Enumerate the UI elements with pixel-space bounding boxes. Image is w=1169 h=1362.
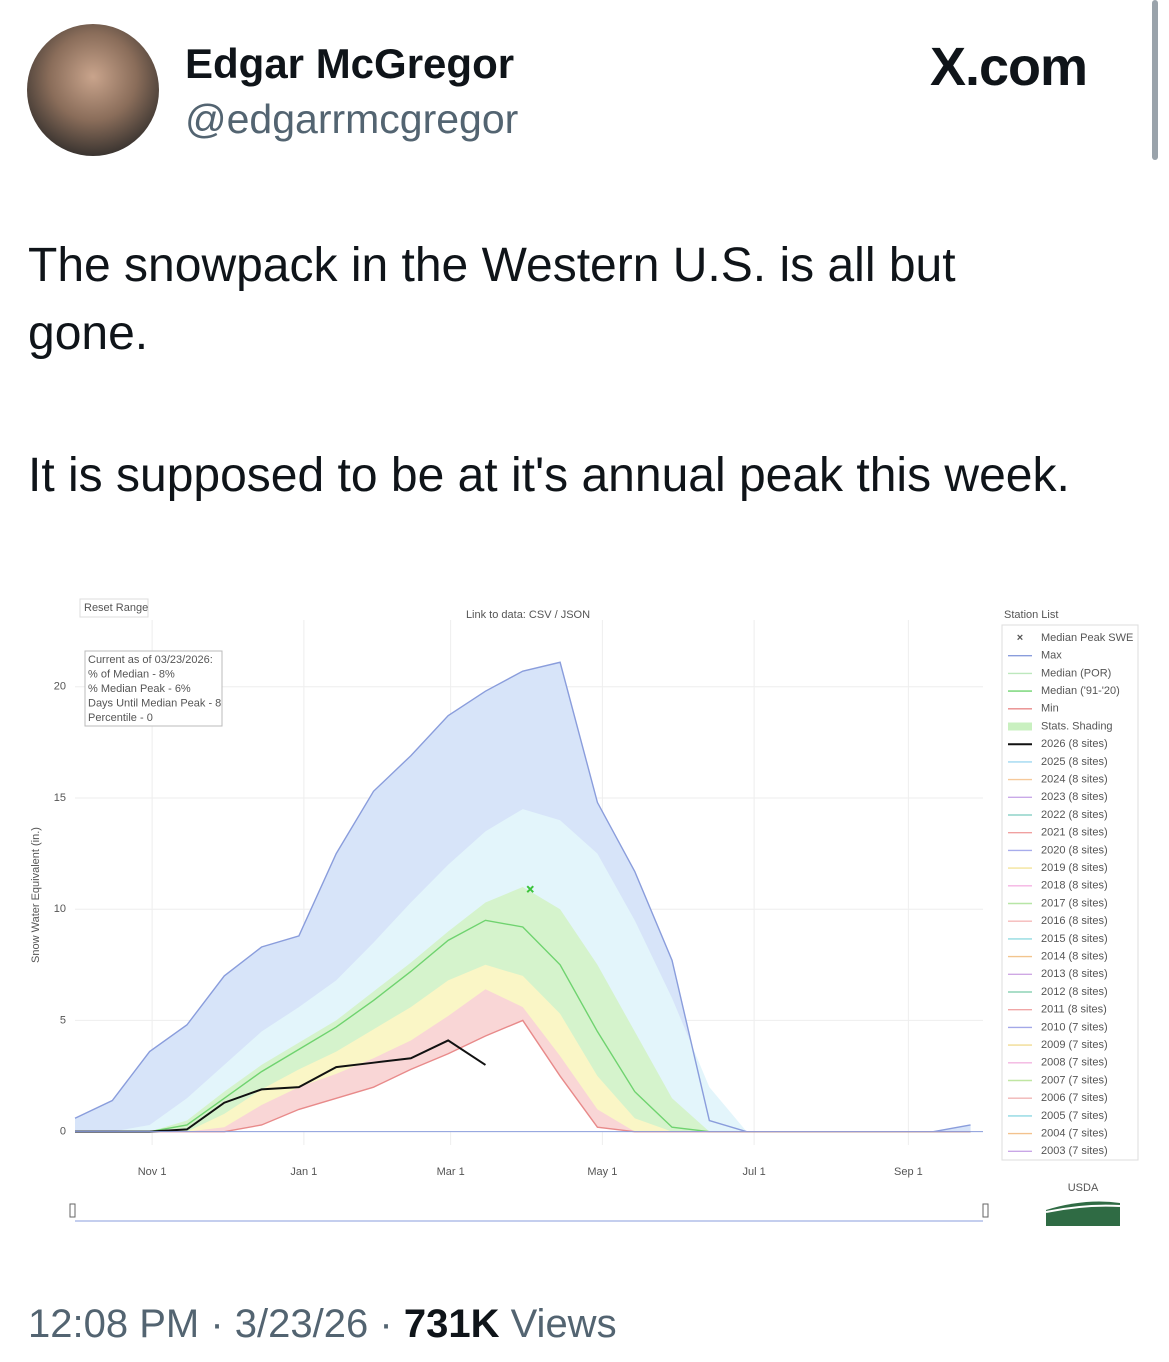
data-link[interactable]: Link to data: CSV / JSON (466, 609, 590, 621)
legend-box (1001, 624, 1139, 1161)
legend-entry[interactable]: 2006 (7 sites) (1041, 1092, 1108, 1104)
x-tick-label: Nov 1 (138, 1166, 167, 1178)
x-tick-label: Sep 1 (894, 1166, 923, 1178)
legend-entry[interactable]: Median Peak SWE (1041, 632, 1133, 644)
site-logo: X.com (930, 37, 1088, 97)
legend-entry[interactable]: Min (1041, 703, 1059, 715)
y-tick-label: 10 (54, 903, 66, 915)
handle[interactable]: @edgarrmcgregor (185, 96, 519, 142)
tweet-text: The snowpack in the Western U.S. is all … (28, 239, 956, 360)
legend-entry[interactable]: 2015 (8 sites) (1041, 933, 1108, 945)
legend-entry[interactable]: 2004 (7 sites) (1041, 1128, 1108, 1140)
views-count: 731K (403, 1302, 500, 1346)
legend-entry[interactable]: 2018 (8 sites) (1041, 880, 1108, 892)
scrollbar (1152, 0, 1158, 160)
median-peak-point (526, 885, 534, 893)
legend-entry[interactable]: 2016 (8 sites) (1041, 915, 1108, 927)
separator: · (379, 1302, 393, 1346)
navigator-handle[interactable] (69, 1203, 76, 1218)
legend-entry[interactable]: 2020 (8 sites) (1041, 844, 1108, 856)
info-line: Days Until Median Peak - 8 (88, 697, 221, 709)
x-tick-label: Mar 1 (437, 1166, 465, 1178)
legend-entry[interactable]: 2012 (8 sites) (1041, 986, 1108, 998)
legend-entry[interactable]: 2003 (7 sites) (1041, 1145, 1108, 1157)
legend-entry[interactable]: 2022 (8 sites) (1041, 809, 1108, 821)
y-tick-label: 5 (60, 1014, 66, 1026)
legend-entry[interactable]: Stats. Shading (1041, 720, 1113, 732)
legend-symbol (1008, 722, 1032, 731)
display-name[interactable]: Edgar McGregor (185, 40, 515, 87)
tweet-meta: 12:08 PM · 3/23/26 · 731K Views (28, 1302, 617, 1347)
reset-range[interactable]: Reset Range (84, 602, 148, 614)
avatar[interactable] (27, 24, 159, 156)
info-line: % Median Peak - 6% (88, 683, 191, 695)
usda-swoosh (1046, 1201, 1120, 1226)
y-axis-label: Snow Water Equivalent (in.) (30, 827, 42, 963)
legend-entry[interactable]: 2026 (8 sites) (1041, 738, 1108, 750)
legend-entry[interactable]: 2021 (8 sites) (1041, 827, 1108, 839)
legend-entry[interactable]: 2009 (7 sites) (1041, 1039, 1108, 1051)
legend-entry[interactable]: Median (POR) (1041, 667, 1111, 679)
station-list[interactable]: Station List (1004, 609, 1058, 621)
y-tick-label: 20 (54, 681, 66, 693)
info-line: Current as of 03/23/2026: (88, 654, 213, 666)
legend-entry[interactable]: 2013 (8 sites) (1041, 968, 1108, 980)
legend-entry[interactable]: 2008 (7 sites) (1041, 1057, 1108, 1069)
legend-entry[interactable]: 2011 (8 sites) (1041, 1004, 1107, 1016)
y-tick-label: 15 (54, 792, 66, 804)
legend-entry[interactable]: 2023 (8 sites) (1041, 791, 1108, 803)
legend-entry[interactable]: 2024 (8 sites) (1041, 774, 1108, 786)
y-tick-label: 0 (60, 1126, 66, 1138)
views-label: Views (510, 1302, 617, 1346)
x-tick-label: Jul 1 (743, 1166, 766, 1178)
separator: · (210, 1302, 224, 1346)
legend-entry[interactable]: Max (1041, 650, 1062, 662)
legend-entry[interactable]: 2019 (8 sites) (1041, 862, 1108, 874)
x-tick-label: May 1 (587, 1166, 617, 1178)
navigator-handle[interactable] (982, 1203, 989, 1218)
min-area (75, 1020, 971, 1132)
legend-entry[interactable]: 2010 (7 sites) (1041, 1021, 1108, 1033)
usda-logo: USDA (1068, 1182, 1099, 1194)
date: 3/23/26 (234, 1302, 369, 1346)
legend-entry[interactable]: Median ('91-'20) (1041, 685, 1120, 697)
legend-entry[interactable]: 2007 (7 sites) (1041, 1074, 1108, 1086)
reset-button[interactable] (79, 598, 149, 618)
legend-entry[interactable]: 2005 (7 sites) (1041, 1110, 1108, 1122)
x-tick-label: Jan 1 (290, 1166, 317, 1178)
time: 12:08 PM (28, 1302, 200, 1346)
legend-entry[interactable]: 2017 (8 sites) (1041, 897, 1108, 909)
usda-swoosh (1045, 1204, 1121, 1213)
info-box (84, 650, 223, 727)
info-line: % of Median - 8% (88, 668, 175, 680)
legend-entry[interactable]: 2014 (8 sites) (1041, 951, 1108, 963)
info-line: Percentile - 0 (88, 712, 153, 724)
legend-symbol: × (1017, 632, 1023, 644)
legend-entry[interactable]: 2025 (8 sites) (1041, 756, 1108, 768)
tweet-text: It is supposed to be at it's annual peak… (28, 449, 1070, 502)
